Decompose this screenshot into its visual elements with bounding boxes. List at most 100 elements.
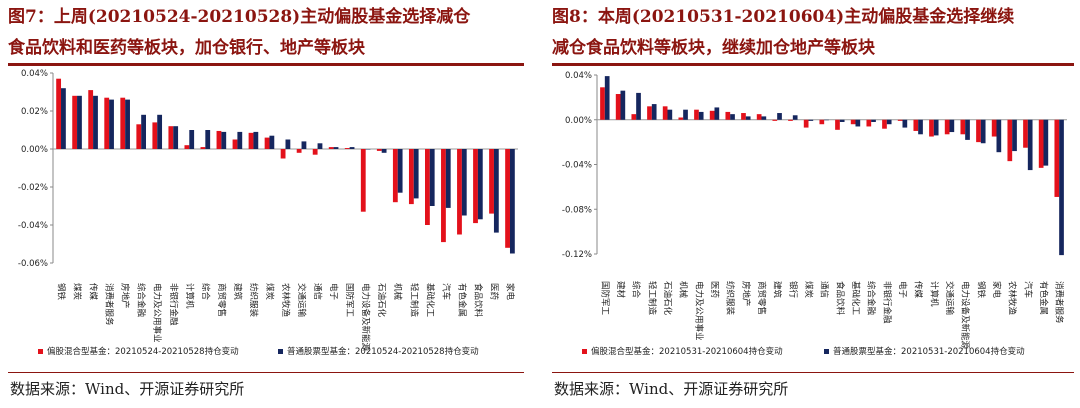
- bar-stock-3: [109, 99, 114, 149]
- bar-stock-28: [1043, 119, 1049, 166]
- category-label: 纺织服装: [725, 281, 736, 316]
- y-tick-label: -0.04%: [18, 221, 48, 231]
- category-label: 交通运输: [944, 281, 955, 316]
- bar-stock-10: [761, 116, 767, 120]
- category-label: 房地产: [120, 283, 131, 309]
- category-label: 基础化工: [850, 281, 861, 316]
- y-tick-label: 0.04%: [565, 71, 592, 81]
- bar-hybrid-13: [803, 119, 809, 128]
- bar-hybrid-7: [168, 126, 174, 149]
- bar-hybrid-12: [248, 132, 254, 149]
- bar-stock-9: [205, 130, 211, 149]
- bar-hybrid-16: [850, 119, 856, 125]
- bar-hybrid-9: [741, 113, 746, 120]
- figure-8-chart-svg: -0.12% -0.08% -0.04% 0.00% 0.04% 国防军工 建材 综合 轻工制造…: [562, 71, 1067, 357]
- category-label: 煤炭: [803, 281, 814, 299]
- bar-hybrid-20: [913, 119, 919, 131]
- bar-stock-6: [157, 114, 163, 149]
- figure-7-chart: -0.06% -0.04% -0.02% 0.00% 0.02% 0.04% 钢铁 煤炭 传媒消…: [8, 67, 524, 373]
- bar-stock-13: [269, 135, 275, 149]
- category-label: 家电: [991, 281, 1002, 299]
- category-label: 电力设备及新能源: [960, 281, 971, 350]
- bar-hybrid-5: [136, 124, 142, 149]
- figure-8-title-line2: 减仓食品饮料等板块，继续加仓地产等板块: [552, 38, 875, 58]
- bar-stock-0: [61, 88, 66, 149]
- category-label: 建材: [615, 281, 626, 299]
- legend-label: 普通股票型基金：20210531-20210604持仓变动: [833, 346, 1025, 357]
- category-label: 国防军工: [599, 281, 610, 316]
- figure-8-bottom-rule: [552, 372, 1074, 373]
- bar-stock-12: [253, 131, 259, 149]
- category-label: 食品饮料: [834, 281, 845, 316]
- y-tick-label: -0.04%: [562, 161, 592, 171]
- category-label: 电力及公用事业: [693, 281, 704, 341]
- figure-7-top-rule: [8, 63, 524, 66]
- category-label: 传媒: [88, 283, 99, 301]
- bar-hybrid-4: [120, 97, 126, 149]
- category-label: 医药: [488, 283, 499, 300]
- bar-stock-2: [93, 95, 98, 149]
- bar-stock-17: [333, 147, 339, 149]
- figure-7-bottom-rule: [8, 372, 524, 373]
- figure-7-source: 数据来源：Wind、开源证券研究所: [10, 380, 245, 398]
- bar-stock-27: [1027, 119, 1033, 171]
- bar-stock-22: [413, 149, 419, 199]
- bar-stock-17: [871, 119, 876, 122]
- category-label: 电子: [328, 283, 339, 301]
- category-label: 国防军工: [344, 283, 355, 318]
- y-tick-label: 0.00%: [21, 145, 48, 155]
- category-label: 医药: [709, 281, 720, 298]
- category-label: 农林牧渔: [280, 283, 291, 318]
- category-label: 传媒: [913, 281, 924, 299]
- bar-stock-19: [902, 119, 908, 128]
- bar-stock-25: [996, 119, 1002, 153]
- bar-stock-14: [824, 119, 829, 121]
- bar-hybrid-9: [200, 147, 206, 149]
- y-tick-label: 0.00%: [565, 116, 592, 126]
- category-label: 电力设备及新能源: [360, 283, 371, 352]
- category-label: 建筑: [772, 281, 783, 299]
- category-label: 非银行金融: [168, 283, 179, 326]
- bar-stock-5: [141, 114, 146, 149]
- bar-hybrid-21: [392, 149, 398, 203]
- category-label: 计算机: [184, 283, 195, 309]
- category-label: 电子: [897, 281, 908, 299]
- bar-stock-29: [1059, 119, 1064, 256]
- category-label: 消费者服务: [1054, 281, 1065, 324]
- legend-swatch: [824, 349, 829, 354]
- bar-stock-15: [839, 119, 845, 122]
- bar-hybrid-24: [976, 119, 981, 143]
- legend-swatch: [278, 349, 283, 354]
- bar-stock-18: [349, 147, 355, 149]
- bar-hybrid-1: [615, 94, 621, 120]
- bar-stock-19: [365, 149, 371, 150]
- bar-stock-10: [221, 131, 227, 149]
- bar-hybrid-7: [709, 110, 715, 120]
- figure-8-panel: 图8：本周(20210531-20210604)主动偏股基金选择继续 减仓食品饮…: [544, 0, 1080, 408]
- bar-hybrid-25: [991, 119, 997, 137]
- bar-hybrid-4: [662, 106, 668, 120]
- bar-hybrid-2: [631, 114, 637, 120]
- bar-hybrid-6: [152, 122, 158, 149]
- y-tick-label: 0.04%: [21, 69, 48, 79]
- bar-hybrid-17: [328, 147, 334, 149]
- bar-stock-8: [189, 130, 195, 149]
- category-label: 食品饮料: [472, 283, 483, 318]
- bar-hybrid-20: [376, 149, 382, 151]
- bar-stock-14: [285, 139, 291, 149]
- figure-7-title-line2: 食品饮料和医药等板块，加仓银行、地产等板块: [8, 38, 365, 58]
- bar-hybrid-27: [1023, 119, 1028, 148]
- bar-hybrid-18: [344, 148, 350, 149]
- bar-hybrid-28: [1038, 119, 1044, 168]
- bar-stock-24: [980, 119, 986, 144]
- bar-stock-18: [886, 119, 892, 125]
- bar-hybrid-16: [312, 149, 318, 155]
- category-label: 综合金融: [136, 283, 147, 318]
- bar-hybrid-14: [280, 149, 286, 159]
- bar-stock-27: [493, 149, 499, 233]
- bar-hybrid-5: [678, 117, 684, 120]
- bar-hybrid-13: [264, 137, 270, 149]
- bar-hybrid-25: [457, 149, 462, 235]
- bar-hybrid-19: [897, 119, 903, 121]
- category-label: 计算机: [928, 281, 939, 307]
